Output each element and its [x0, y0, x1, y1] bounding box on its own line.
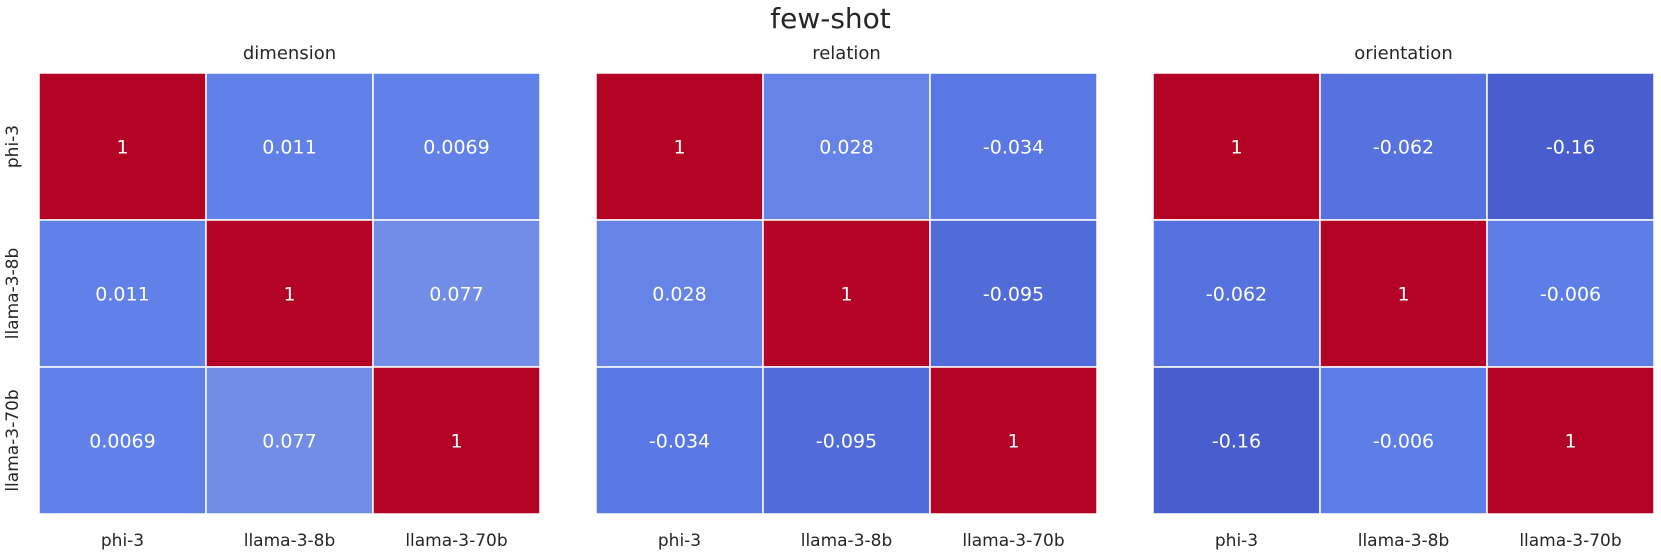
- cell-label: 1: [283, 284, 295, 306]
- heatmap-cell: [38, 366, 207, 515]
- cell-label: -0.16: [1546, 137, 1595, 159]
- cell-label: 0.028: [819, 137, 873, 159]
- heatmap-cell: [595, 219, 764, 368]
- heatmap-cell: [929, 366, 1098, 515]
- y-tick-label: phi-3: [3, 125, 23, 168]
- heatmap-cell: [1486, 366, 1655, 515]
- heatmap-cell: [929, 219, 1098, 368]
- heatmap-panel-dimension: dimension 1 0.011 0.0069 0.011 1 0.077 0.0069 0.…: [3, 43, 541, 551]
- cell-label: 0.011: [262, 137, 316, 159]
- x-tick-label: llama-3-70b: [962, 531, 1064, 551]
- x-tick-label: llama-3-8b: [244, 531, 336, 551]
- x-tick-label: phi-3: [658, 531, 701, 551]
- cell-label: 1: [116, 137, 128, 159]
- heatmap-cell: [205, 219, 374, 368]
- cell-label: 1: [673, 137, 685, 159]
- heatmap-cell: [1152, 219, 1321, 368]
- cell-label: 0.0069: [89, 431, 155, 453]
- cell-label: -0.034: [649, 431, 710, 453]
- figure-title: few-shot: [770, 2, 891, 35]
- x-tick-label: llama-3-70b: [405, 531, 507, 551]
- heatmap-cell: [762, 366, 931, 515]
- cell-label: -0.006: [1373, 431, 1434, 453]
- x-tick-label: llama-3-8b: [801, 531, 893, 551]
- panel-title: dimension: [243, 43, 336, 64]
- heatmap-cell: [372, 219, 541, 368]
- heatmap-cell: [595, 72, 764, 221]
- heatmap-cell: [372, 366, 541, 515]
- heatmap-cell: [929, 72, 1098, 221]
- heatmap-cell: [762, 219, 931, 368]
- x-tick-label: llama-3-8b: [1358, 531, 1450, 551]
- heatmap-cell: [1152, 72, 1321, 221]
- cell-label: 0.077: [262, 431, 316, 453]
- heatmap-cell: [1486, 72, 1655, 221]
- cell-label: 1: [450, 431, 462, 453]
- cell-label: 0.028: [652, 284, 706, 306]
- cell-label: -0.095: [983, 284, 1044, 306]
- cell-label: -0.16: [1212, 431, 1261, 453]
- x-tick-label: phi-3: [101, 531, 144, 551]
- cell-label: -0.095: [816, 431, 877, 453]
- x-tick-label: phi-3: [1215, 531, 1258, 551]
- panel-title: orientation: [1354, 43, 1452, 64]
- heatmap-cell: [205, 72, 374, 221]
- cell-label: -0.006: [1540, 284, 1601, 306]
- heatmap-panel-orientation: orientation 1 -0.062 -0.16 -0.062 1 -0.006 -0.1…: [1152, 43, 1655, 551]
- heatmap-cell: [1319, 72, 1488, 221]
- panel-title: relation: [812, 43, 881, 64]
- cell-label: 1: [1564, 431, 1576, 453]
- cell-label: 0.077: [429, 284, 483, 306]
- cell-label: 1: [1230, 137, 1242, 159]
- x-tick-label: llama-3-70b: [1519, 531, 1621, 551]
- heatmap-cell: [372, 72, 541, 221]
- cell-label: 0.011: [95, 284, 149, 306]
- cell-label: -0.062: [1373, 137, 1434, 159]
- heatmap-cell: [1152, 366, 1321, 515]
- heatmap-cell: [205, 366, 374, 515]
- heatmap-cell: [595, 366, 764, 515]
- cell-label: 1: [1397, 284, 1409, 306]
- heatmap-cell: [1319, 219, 1488, 368]
- heatmap-cell: [38, 219, 207, 368]
- cell-label: 0.0069: [423, 137, 489, 159]
- cell-label: 1: [1007, 431, 1019, 453]
- cell-label: 1: [840, 284, 852, 306]
- cell-label: -0.062: [1206, 284, 1267, 306]
- heatmap-cell: [1486, 219, 1655, 368]
- heatmap-cell: [38, 72, 207, 221]
- cell-label: -0.034: [983, 137, 1044, 159]
- heatmap-panel-relation: relation 1 0.028 -0.034 0.028 1 -0.095 -0.034 -0…: [595, 43, 1098, 551]
- y-tick-label: llama-3-8b: [3, 248, 23, 340]
- y-tick-label: llama-3-70b: [3, 389, 23, 491]
